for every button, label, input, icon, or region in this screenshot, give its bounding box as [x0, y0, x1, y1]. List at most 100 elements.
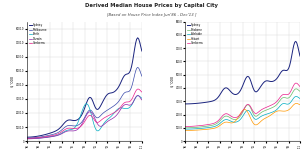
Hobart: [250, 120, 254, 122]
Perth: [92, 123, 96, 125]
Perth: [78, 115, 82, 117]
Perth: [52, 135, 55, 137]
Adelaide: [295, 96, 299, 98]
Canberra: [210, 123, 213, 125]
Sydney: [295, 42, 299, 44]
Darwin: [140, 99, 144, 101]
Sydney: [294, 40, 298, 42]
Melbourne: [25, 137, 29, 139]
Darwin: [52, 135, 55, 137]
Sydney: [55, 130, 58, 132]
Canberra: [250, 108, 254, 110]
Sydney: [250, 84, 254, 86]
Line: Hobart: Hobart: [185, 103, 300, 130]
Canberra: [25, 137, 29, 139]
Canberra: [52, 134, 55, 136]
Sydney: [298, 55, 302, 57]
Adelaide: [237, 120, 240, 122]
Hobart: [226, 121, 230, 123]
Canberra: [295, 82, 299, 84]
Line: Sydney: Sydney: [185, 41, 300, 104]
Brisbane: [210, 124, 213, 126]
Y-axis label: $ '000: $ '000: [11, 76, 15, 87]
Sydney: [136, 37, 139, 39]
Melbourne: [140, 75, 144, 77]
Line: Brisbane: Brisbane: [185, 89, 300, 128]
Darwin: [137, 95, 141, 97]
Melbourne: [92, 113, 96, 115]
Canberra: [184, 125, 187, 127]
Melbourne: [68, 124, 72, 126]
Canberra: [92, 118, 96, 120]
Darwin: [136, 94, 139, 96]
Text: Derived Median House Prices by Capital City: Derived Median House Prices by Capital C…: [85, 3, 218, 8]
Sydney: [92, 103, 96, 105]
Canberra: [137, 88, 141, 90]
Legend: Sydney, Brisbane, Adelaide, Hobart, Canberra: Sydney, Brisbane, Adelaide, Hobart, Canb…: [186, 22, 204, 46]
Brisbane: [184, 127, 187, 129]
Sydney: [52, 131, 55, 133]
Brisbane: [298, 90, 302, 92]
Melbourne: [55, 132, 58, 134]
Sydney: [237, 92, 240, 94]
Perth: [25, 138, 29, 140]
Line: Melbourne: Melbourne: [27, 67, 142, 138]
Legend: Sydney, Melbourne, Perth, Darwin, Canberra: Sydney, Melbourne, Perth, Darwin, Canber…: [28, 22, 48, 46]
Melbourne: [136, 66, 139, 68]
Line: Canberra: Canberra: [185, 83, 300, 126]
Sydney: [140, 50, 144, 52]
Line: Sydney: Sydney: [27, 38, 142, 137]
Line: Adelaide: Adelaide: [185, 96, 300, 129]
Brisbane: [213, 124, 216, 126]
Brisbane: [237, 117, 240, 119]
Hobart: [210, 128, 213, 130]
Hobart: [213, 127, 216, 129]
Line: Canberra: Canberra: [27, 89, 142, 138]
Hobart: [294, 102, 298, 104]
Adelaide: [213, 125, 216, 127]
Canberra: [298, 85, 302, 87]
Canberra: [226, 113, 230, 115]
Adelaide: [210, 126, 213, 128]
Hobart: [237, 116, 240, 118]
Darwin: [92, 116, 96, 118]
Darwin: [78, 125, 82, 127]
Line: Darwin: Darwin: [27, 95, 142, 139]
Darwin: [68, 130, 72, 132]
Adelaide: [250, 114, 254, 116]
Text: [Based on House Price Index Jun'86 - Dec'13 ]: [Based on House Price Index Jun'86 - Dec…: [107, 13, 196, 17]
Sydney: [210, 100, 213, 102]
Brisbane: [294, 88, 298, 90]
Line: Perth: Perth: [27, 96, 142, 139]
Hobart: [184, 129, 187, 131]
Sydney: [226, 88, 230, 90]
Brisbane: [250, 110, 254, 112]
Canberra: [68, 127, 72, 129]
Canberra: [140, 91, 144, 93]
Canberra: [136, 88, 139, 90]
Hobart: [295, 102, 299, 104]
Adelaide: [226, 119, 230, 121]
Adelaide: [294, 95, 298, 97]
Brisbane: [295, 88, 299, 90]
Y-axis label: $ '000: $ '000: [170, 76, 174, 87]
Sydney: [78, 116, 82, 118]
Perth: [137, 95, 141, 97]
Darwin: [25, 138, 29, 140]
Perth: [136, 95, 139, 97]
Adelaide: [184, 128, 187, 130]
Melbourne: [52, 133, 55, 135]
Perth: [140, 97, 144, 99]
Melbourne: [137, 67, 141, 69]
Melbourne: [78, 123, 82, 124]
Hobart: [298, 104, 302, 106]
Canberra: [294, 82, 298, 84]
Sydney: [213, 99, 216, 101]
Brisbane: [226, 116, 230, 118]
Canberra: [213, 122, 216, 124]
Sydney: [184, 103, 187, 105]
Canberra: [237, 115, 240, 117]
Sydney: [137, 38, 141, 40]
Adelaide: [298, 98, 302, 100]
Perth: [68, 129, 72, 131]
